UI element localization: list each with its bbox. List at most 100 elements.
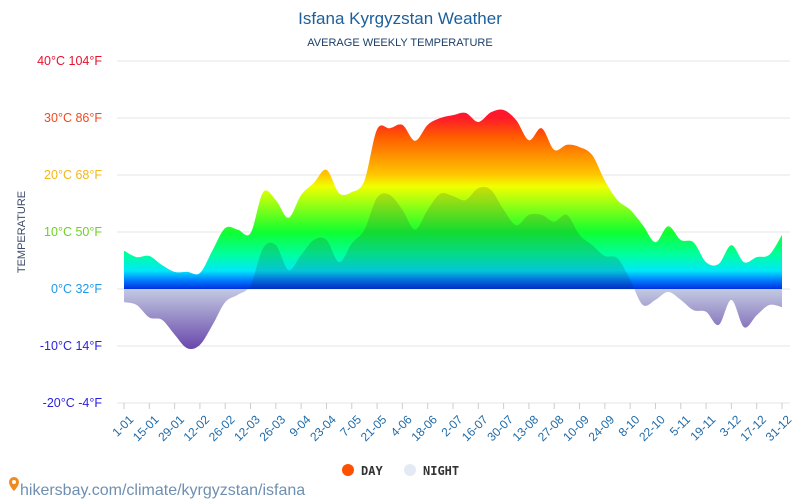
day-point[interactable]	[146, 253, 152, 259]
night-point[interactable]	[412, 227, 418, 233]
night-point[interactable]	[615, 255, 621, 261]
night-point[interactable]	[437, 191, 443, 197]
day-point[interactable]	[589, 152, 595, 158]
night-point[interactable]	[754, 312, 760, 318]
day-point[interactable]	[665, 223, 671, 229]
day-point[interactable]	[716, 261, 722, 267]
night-point[interactable]	[197, 342, 203, 348]
night-point[interactable]	[513, 222, 519, 228]
night-point[interactable]	[172, 332, 178, 338]
night-point[interactable]	[526, 212, 532, 218]
night-point[interactable]	[678, 297, 684, 303]
day-point[interactable]	[766, 252, 772, 258]
legend-item-night[interactable]: NIGHT	[404, 464, 459, 478]
night-point[interactable]	[690, 307, 696, 313]
day-point[interactable]	[463, 110, 469, 116]
day-point[interactable]	[134, 254, 140, 260]
day-point[interactable]	[437, 115, 443, 121]
night-point[interactable]	[260, 245, 266, 251]
day-point[interactable]	[779, 232, 785, 238]
day-point[interactable]	[475, 119, 481, 125]
day-point[interactable]	[615, 197, 621, 203]
day-point[interactable]	[184, 269, 190, 275]
day-point[interactable]	[210, 247, 216, 253]
night-point[interactable]	[602, 253, 608, 259]
day-point[interactable]	[501, 107, 507, 113]
night-point[interactable]	[349, 240, 355, 246]
night-point[interactable]	[640, 302, 646, 308]
night-point[interactable]	[488, 187, 494, 193]
night-point[interactable]	[577, 232, 583, 238]
night-point[interactable]	[336, 259, 342, 265]
day-point[interactable]	[539, 125, 545, 131]
night-point[interactable]	[399, 207, 405, 213]
day-point[interactable]	[399, 122, 405, 128]
day-point[interactable]	[197, 270, 203, 276]
day-point[interactable]	[652, 239, 658, 245]
night-point[interactable]	[539, 212, 545, 218]
night-point[interactable]	[374, 195, 380, 201]
day-point[interactable]	[728, 242, 734, 248]
day-point[interactable]	[387, 125, 393, 131]
day-point[interactable]	[412, 138, 418, 144]
night-point[interactable]	[146, 315, 152, 321]
day-point[interactable]	[526, 137, 532, 143]
night-point[interactable]	[779, 304, 785, 310]
night-point[interactable]	[766, 302, 772, 308]
night-point[interactable]	[589, 242, 595, 248]
day-point[interactable]	[336, 190, 342, 196]
day-point[interactable]	[323, 167, 329, 173]
day-point[interactable]	[172, 269, 178, 275]
night-point[interactable]	[741, 324, 747, 330]
night-point[interactable]	[716, 322, 722, 328]
night-point[interactable]	[728, 297, 734, 303]
night-point[interactable]	[425, 207, 431, 213]
day-point[interactable]	[222, 225, 228, 231]
night-point[interactable]	[323, 237, 329, 243]
night-point[interactable]	[501, 207, 507, 213]
night-point[interactable]	[703, 309, 709, 315]
night-point[interactable]	[235, 292, 241, 298]
day-point[interactable]	[298, 192, 304, 198]
day-point[interactable]	[551, 147, 557, 153]
day-point[interactable]	[450, 112, 456, 118]
day-point[interactable]	[311, 180, 317, 186]
day-point[interactable]	[513, 117, 519, 123]
day-point[interactable]	[678, 237, 684, 243]
day-point[interactable]	[602, 178, 608, 184]
day-point[interactable]	[488, 109, 494, 115]
source-url[interactable]: hikersbay.com/climate/kyrgyzstan/isfana	[20, 482, 305, 499]
day-point[interactable]	[741, 259, 747, 265]
night-point[interactable]	[564, 212, 570, 218]
night-point[interactable]	[652, 297, 658, 303]
night-point[interactable]	[286, 267, 292, 273]
legend-item-day[interactable]: DAY	[342, 464, 383, 478]
night-point[interactable]	[475, 185, 481, 191]
day-point[interactable]	[361, 178, 367, 184]
night-point[interactable]	[361, 227, 367, 233]
night-point[interactable]	[159, 317, 165, 323]
day-point[interactable]	[640, 222, 646, 228]
night-point[interactable]	[210, 322, 216, 328]
night-point[interactable]	[311, 237, 317, 243]
night-point[interactable]	[248, 282, 254, 288]
night-point[interactable]	[463, 197, 469, 203]
day-point[interactable]	[754, 254, 760, 260]
night-point[interactable]	[134, 302, 140, 308]
day-point[interactable]	[235, 227, 241, 233]
night-point[interactable]	[627, 277, 633, 283]
night-point[interactable]	[298, 252, 304, 258]
day-point[interactable]	[690, 239, 696, 245]
day-point[interactable]	[374, 126, 380, 132]
day-point[interactable]	[121, 248, 127, 254]
source-link[interactable]: hikersbay.com/climate/kyrgyzstan/isfana	[8, 476, 305, 499]
night-point[interactable]	[273, 242, 279, 248]
day-point[interactable]	[273, 197, 279, 203]
day-point[interactable]	[577, 144, 583, 150]
night-point[interactable]	[387, 192, 393, 198]
night-point[interactable]	[665, 289, 671, 295]
night-point[interactable]	[551, 219, 557, 225]
night-point[interactable]	[184, 345, 190, 351]
night-point[interactable]	[222, 299, 228, 305]
day-point[interactable]	[425, 122, 431, 128]
